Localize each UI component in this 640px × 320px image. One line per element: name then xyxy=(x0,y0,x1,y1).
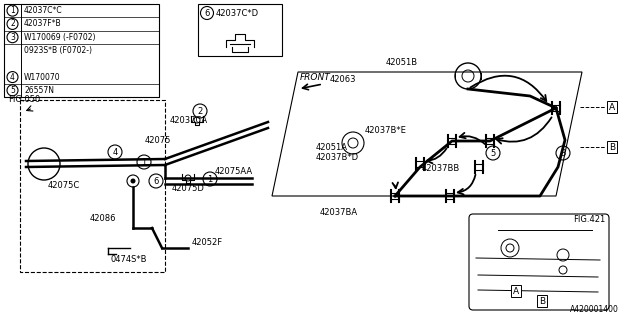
Text: 2: 2 xyxy=(10,20,15,28)
Text: 4: 4 xyxy=(10,73,15,82)
Text: A: A xyxy=(609,102,615,111)
Text: 5: 5 xyxy=(10,86,15,95)
Text: 0923S*B (F0702-): 0923S*B (F0702-) xyxy=(24,46,92,55)
Text: 42075AA: 42075AA xyxy=(215,166,253,175)
Text: 42075D: 42075D xyxy=(172,183,205,193)
Text: 42037C*C: 42037C*C xyxy=(24,6,63,15)
Text: 42075: 42075 xyxy=(145,135,172,145)
Text: 0474S*B: 0474S*B xyxy=(110,255,147,265)
Text: 6: 6 xyxy=(154,177,159,186)
Text: 2: 2 xyxy=(197,107,203,116)
Text: 1: 1 xyxy=(141,157,147,166)
Text: 1: 1 xyxy=(10,6,15,15)
Circle shape xyxy=(127,175,139,187)
Text: W170070: W170070 xyxy=(24,73,61,82)
Text: 3: 3 xyxy=(560,148,566,157)
Text: 42051A: 42051A xyxy=(316,142,348,151)
Text: 42037CA: 42037CA xyxy=(170,116,208,124)
Text: FRONT: FRONT xyxy=(300,73,331,82)
Text: 5: 5 xyxy=(490,148,495,157)
Text: A: A xyxy=(513,286,519,295)
Text: W170069 (-F0702): W170069 (-F0702) xyxy=(24,33,95,42)
Text: 26557N: 26557N xyxy=(24,86,54,95)
Bar xyxy=(20,100,165,272)
Text: B: B xyxy=(539,297,545,306)
Text: 42037BB: 42037BB xyxy=(422,164,460,172)
Text: 42063: 42063 xyxy=(330,75,356,84)
Text: 42037F*B: 42037F*B xyxy=(24,20,61,28)
Text: FIG.421: FIG.421 xyxy=(573,215,605,224)
Text: FIG.050: FIG.050 xyxy=(8,95,40,104)
Bar xyxy=(198,4,282,56)
Text: B: B xyxy=(609,142,615,151)
Text: 42052F: 42052F xyxy=(192,237,223,246)
Text: 42037B*E: 42037B*E xyxy=(365,125,407,134)
Text: 3: 3 xyxy=(10,33,15,42)
Text: 1: 1 xyxy=(207,174,212,183)
Text: 42037B*D: 42037B*D xyxy=(316,153,359,162)
Text: 42075C: 42075C xyxy=(48,180,80,189)
Text: 42051B: 42051B xyxy=(386,58,418,67)
Text: 6: 6 xyxy=(204,9,210,18)
Text: 4: 4 xyxy=(113,148,118,156)
Text: 42086: 42086 xyxy=(90,213,116,222)
Text: 42037BA: 42037BA xyxy=(320,207,358,217)
Circle shape xyxy=(131,179,136,183)
Text: A420001400: A420001400 xyxy=(570,305,619,314)
Text: 42037C*D: 42037C*D xyxy=(216,9,259,18)
Bar xyxy=(4,4,159,97)
